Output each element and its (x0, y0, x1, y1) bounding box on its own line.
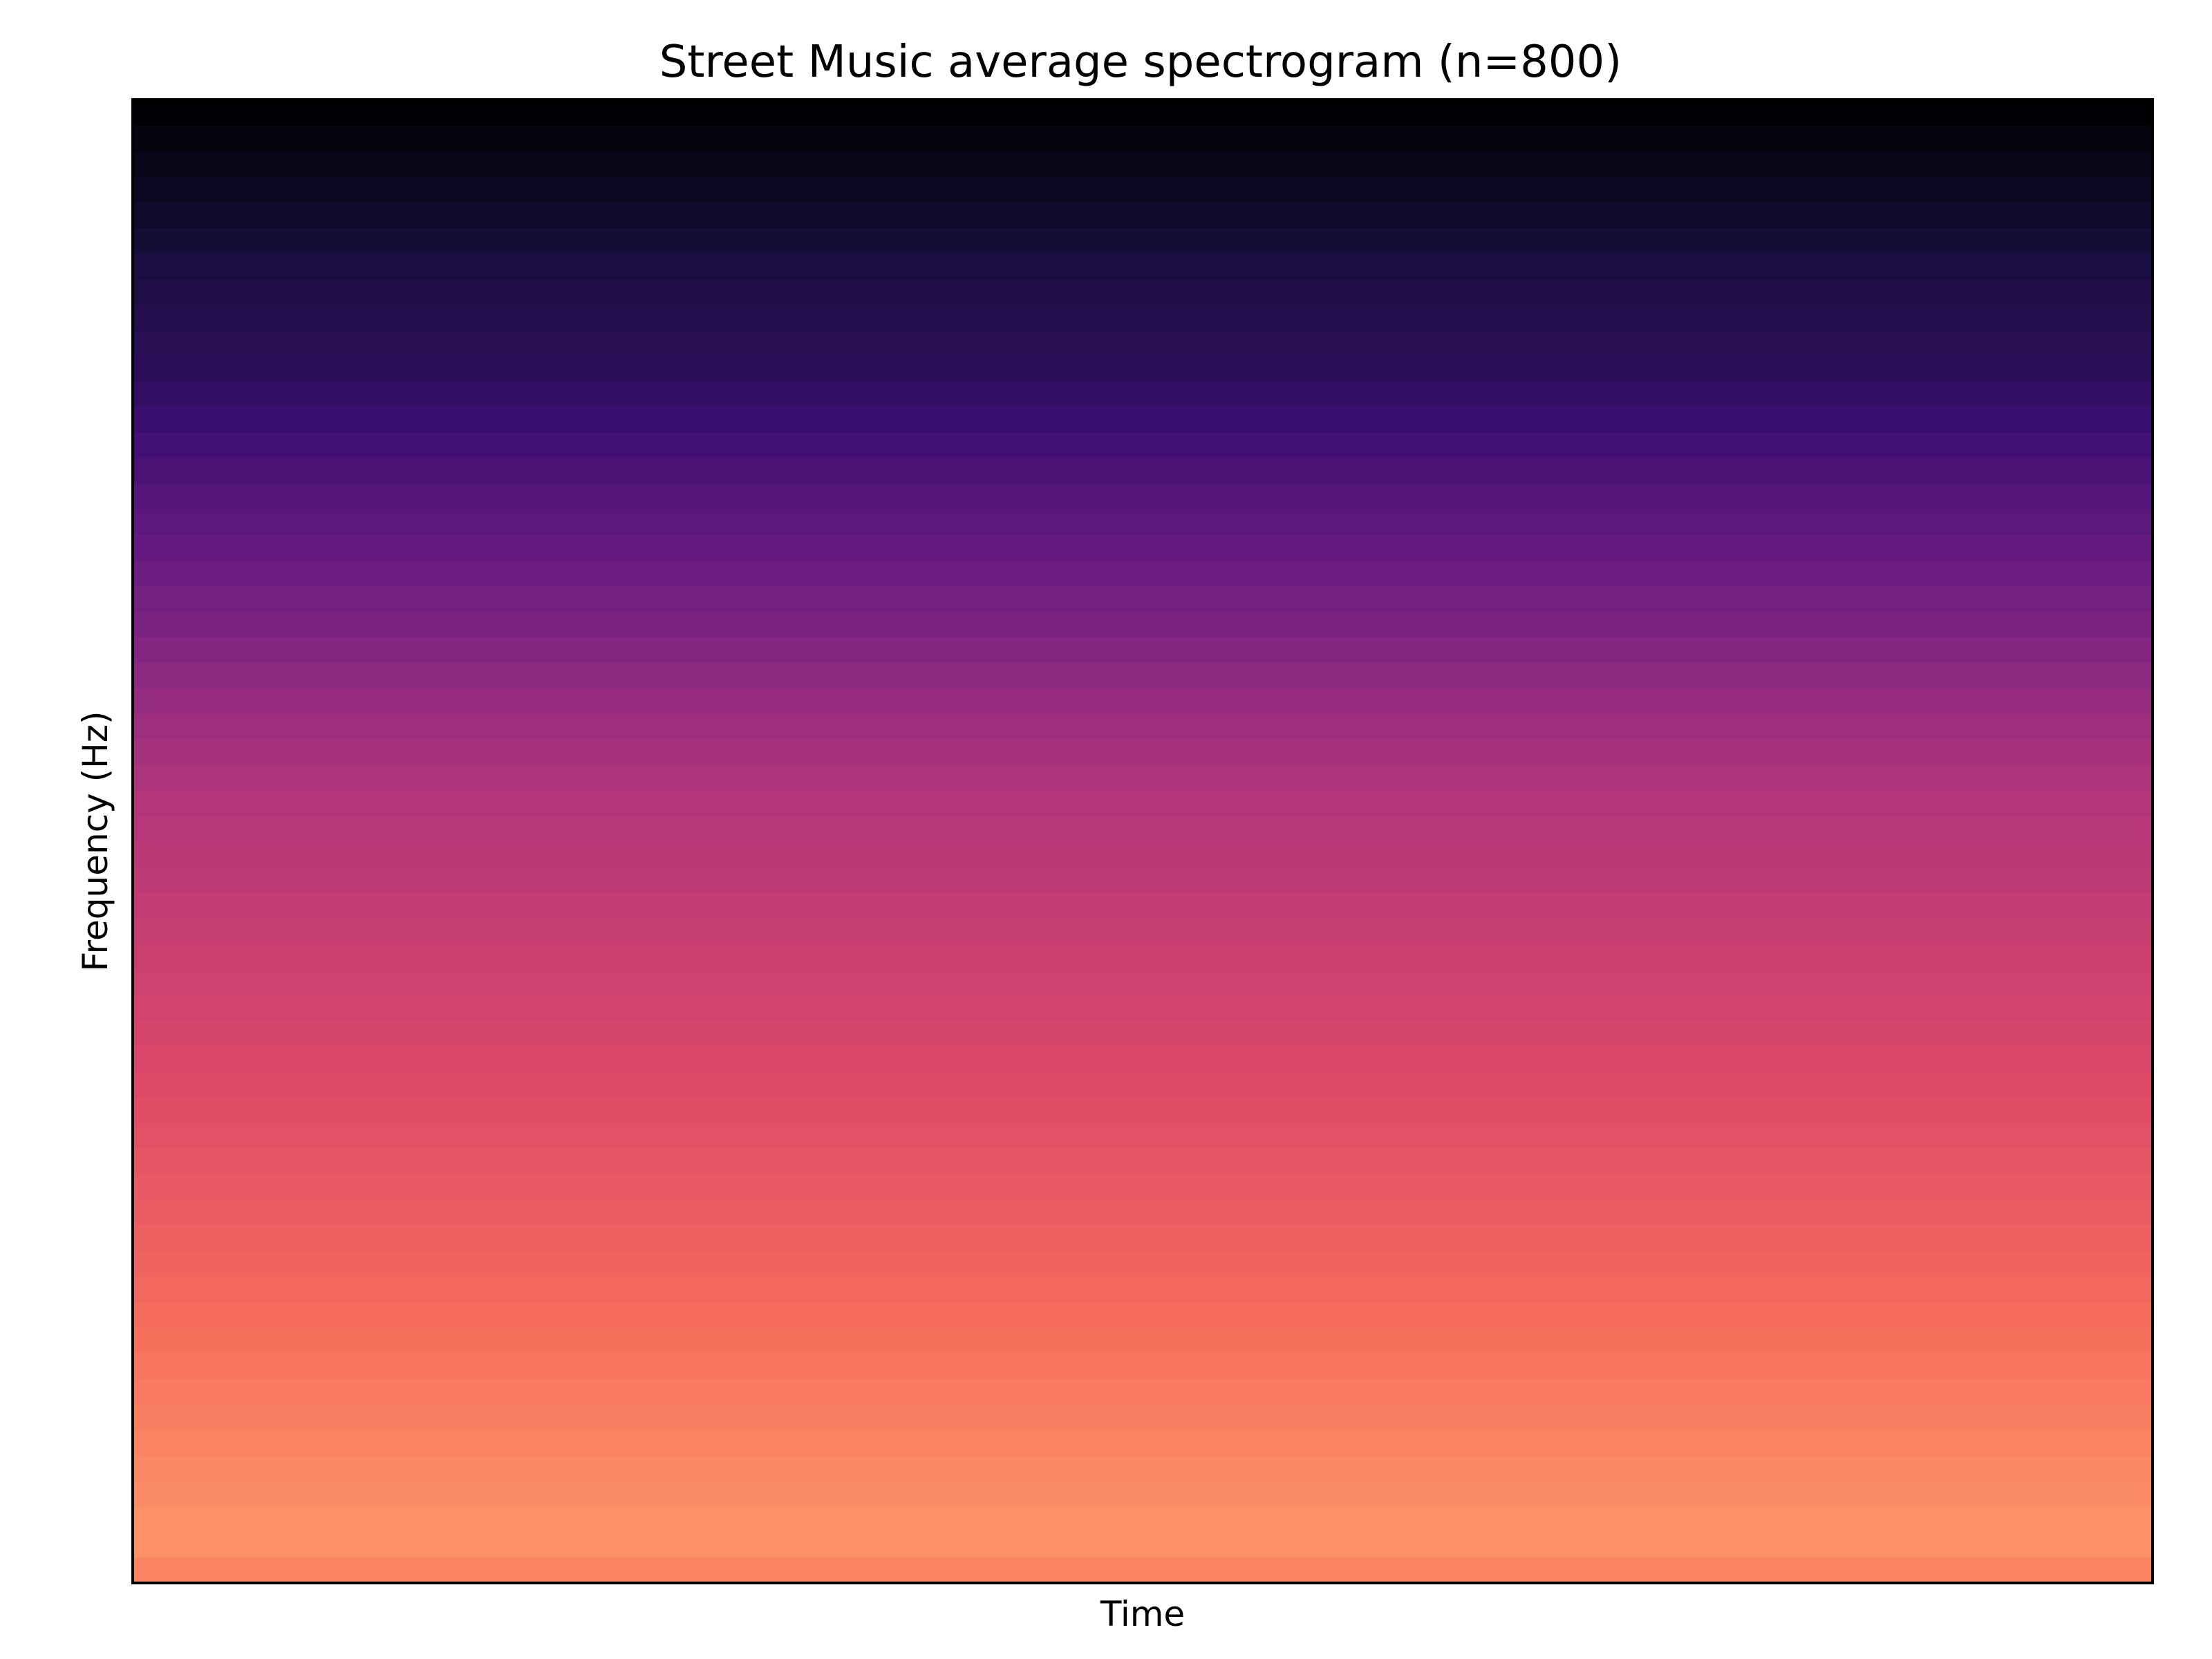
heatmap-row (133, 304, 2153, 330)
heatmap-row (133, 1199, 2153, 1226)
heatmap-row (133, 1097, 2153, 1123)
chart-title: Street Music average spectrogram (n=800) (659, 37, 1622, 88)
heatmap-row (133, 611, 2153, 637)
heatmap-row (133, 1327, 2153, 1353)
heatmap-row (133, 637, 2153, 663)
heatmap-row (133, 560, 2153, 586)
heatmap-row (133, 713, 2153, 740)
heatmap-row (133, 688, 2153, 714)
heatmap-row (133, 841, 2153, 868)
heatmap-row (133, 1174, 2153, 1200)
heatmap-row (133, 1353, 2153, 1379)
heatmap-row (133, 944, 2153, 970)
heatmap-row (133, 585, 2153, 612)
heatmap-row (133, 995, 2153, 1021)
heatmap-row (133, 1557, 2153, 1584)
heatmap-row (133, 739, 2153, 765)
heatmap-row (133, 1481, 2153, 1507)
heatmap-row (133, 125, 2153, 151)
y-axis-label: Frequency (Hz) (75, 711, 115, 971)
heatmap-row (133, 1046, 2153, 1072)
heatmap-row (133, 969, 2153, 995)
heatmap-row (133, 227, 2153, 254)
heatmap-row (133, 483, 2153, 509)
heatmap-row (133, 1532, 2153, 1558)
heatmap-row (133, 790, 2153, 816)
heatmap-row (133, 662, 2153, 688)
heatmap-row (133, 918, 2153, 944)
heatmap-row (133, 1071, 2153, 1098)
heatmap-row (133, 406, 2153, 433)
heatmap-row (133, 458, 2153, 484)
heatmap-row (133, 1378, 2153, 1405)
heatmap-row (133, 1302, 2153, 1328)
heatmap-row (133, 355, 2153, 382)
heatmap-row (133, 1455, 2153, 1481)
heatmap-row (133, 1404, 2153, 1430)
heatmap-row (133, 816, 2153, 842)
plot-frame (131, 98, 2154, 1584)
heatmap-row (133, 1506, 2153, 1533)
heatmap (133, 100, 2153, 1584)
heatmap-row (133, 867, 2153, 893)
heatmap-row (133, 534, 2153, 561)
heatmap-row (133, 176, 2153, 203)
heatmap-row (133, 1148, 2153, 1174)
heatmap-row (133, 1225, 2153, 1251)
heatmap-row (133, 253, 2153, 279)
x-axis-label: Time (1100, 1594, 1185, 1634)
heatmap-row (133, 151, 2153, 177)
heatmap-row (133, 202, 2153, 228)
heatmap-row (133, 765, 2153, 791)
heatmap-row (133, 432, 2153, 458)
heatmap-row (133, 1020, 2153, 1047)
heatmap-row (133, 330, 2153, 356)
heatmap-row (133, 1430, 2153, 1456)
heatmap-row (133, 509, 2153, 535)
heatmap-row (133, 1250, 2153, 1277)
heatmap-row (133, 100, 2153, 126)
heatmap-row (133, 892, 2153, 919)
heatmap-row (133, 279, 2153, 305)
heatmap-row (133, 1123, 2153, 1149)
heatmap-row (133, 381, 2153, 407)
heatmap-row (133, 1276, 2153, 1302)
